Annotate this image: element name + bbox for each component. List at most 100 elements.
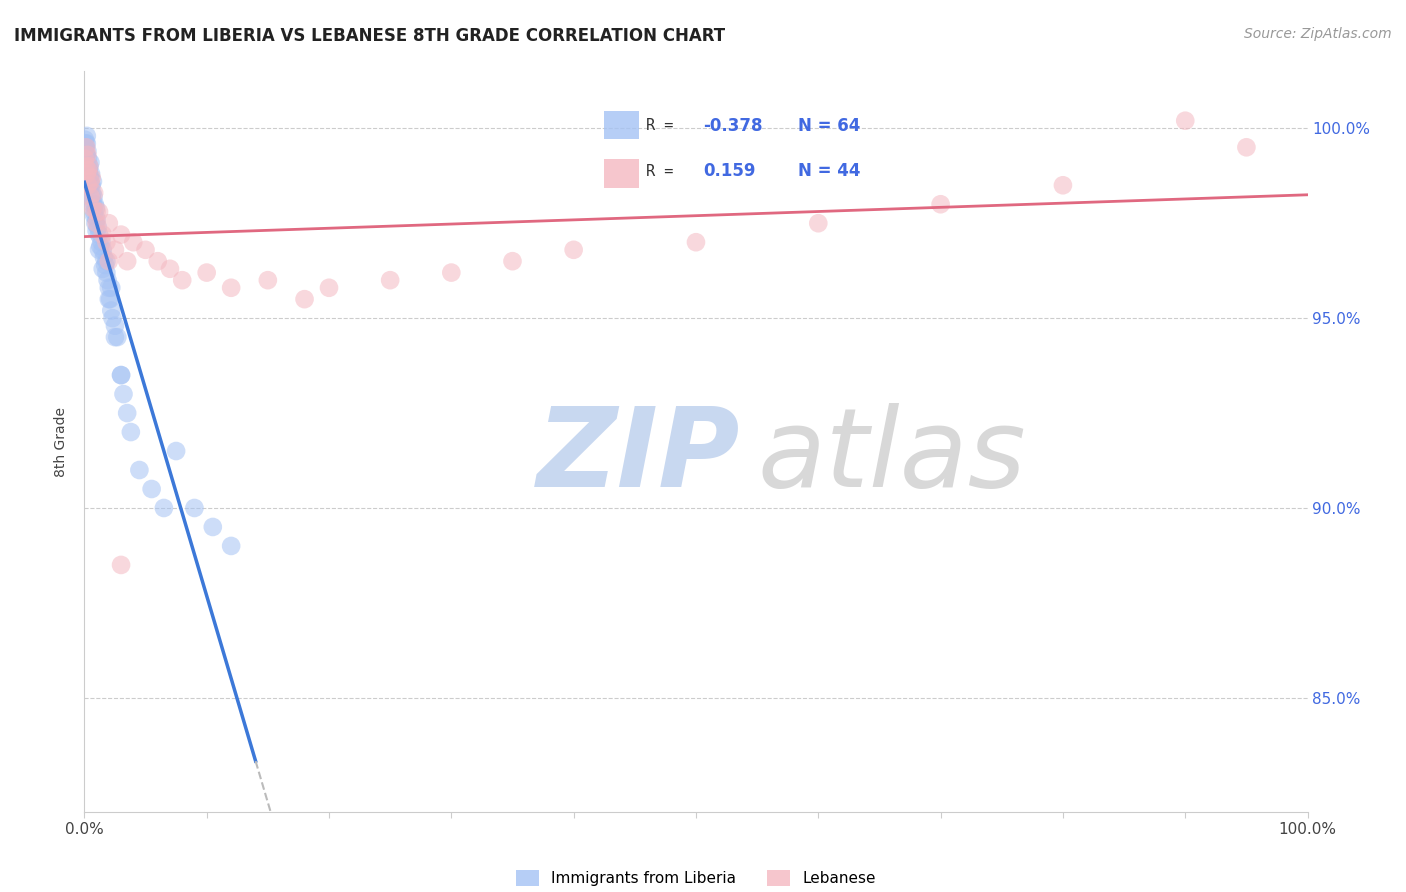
- Point: [110, 368, 132, 383]
- Point: [75, 148, 97, 162]
- Point: [87, 220, 110, 235]
- Point: [77, 159, 100, 173]
- Point: [96, 235, 118, 250]
- Point: [77, 152, 100, 166]
- Point: [141, 482, 163, 496]
- Point: [101, 311, 124, 326]
- Point: [80, 167, 103, 181]
- Point: [97, 292, 120, 306]
- Point: [110, 558, 132, 572]
- Point: [153, 500, 176, 515]
- Point: [77, 163, 100, 178]
- Point: [79, 155, 101, 169]
- Point: [91, 261, 114, 276]
- Legend: Immigrants from Liberia, Lebanese: Immigrants from Liberia, Lebanese: [510, 863, 882, 892]
- Point: [110, 368, 132, 383]
- Point: [110, 227, 132, 242]
- Point: [122, 235, 145, 250]
- Point: [79, 174, 101, 188]
- Point: [105, 330, 128, 344]
- Point: [87, 243, 110, 257]
- Point: [82, 201, 104, 215]
- Point: [86, 212, 108, 227]
- Point: [87, 204, 110, 219]
- Point: [685, 235, 707, 250]
- Point: [77, 178, 100, 193]
- Point: [502, 254, 524, 268]
- Point: [165, 444, 187, 458]
- Point: [76, 128, 98, 143]
- Point: [100, 303, 122, 318]
- Point: [93, 251, 115, 265]
- Point: [201, 520, 224, 534]
- Point: [76, 144, 98, 158]
- Point: [94, 258, 117, 272]
- Point: [89, 239, 111, 253]
- Point: [79, 189, 101, 203]
- Point: [97, 281, 120, 295]
- Point: [159, 261, 181, 276]
- Point: [112, 387, 135, 401]
- Point: [87, 227, 110, 242]
- Point: [195, 266, 218, 280]
- Point: [318, 281, 340, 295]
- Point: [96, 266, 118, 280]
- Point: [97, 273, 120, 287]
- Point: [440, 266, 463, 280]
- Point: [96, 254, 118, 268]
- Point: [75, 140, 97, 154]
- Point: [104, 318, 127, 333]
- Point: [76, 136, 98, 151]
- Point: [76, 167, 98, 181]
- Point: [84, 201, 107, 215]
- Point: [120, 425, 142, 439]
- Point: [83, 197, 105, 211]
- Point: [562, 243, 585, 257]
- Point: [76, 148, 98, 162]
- Point: [115, 406, 138, 420]
- Point: [80, 189, 103, 203]
- Point: [79, 170, 101, 185]
- Point: [84, 216, 107, 230]
- Text: atlas: atlas: [758, 403, 1026, 510]
- Point: [115, 254, 138, 268]
- Text: IMMIGRANTS FROM LIBERIA VS LEBANESE 8TH GRADE CORRELATION CHART: IMMIGRANTS FROM LIBERIA VS LEBANESE 8TH …: [14, 27, 725, 45]
- Point: [86, 216, 108, 230]
- Point: [807, 216, 830, 230]
- Text: Source: ZipAtlas.com: Source: ZipAtlas.com: [1244, 27, 1392, 41]
- Point: [294, 292, 316, 306]
- Point: [80, 170, 103, 185]
- Point: [83, 186, 105, 200]
- Point: [73, 152, 96, 166]
- Point: [104, 330, 127, 344]
- Point: [219, 539, 242, 553]
- Point: [79, 178, 101, 193]
- Point: [82, 186, 104, 200]
- Point: [146, 254, 169, 268]
- Point: [86, 224, 108, 238]
- Point: [75, 159, 97, 173]
- Point: [91, 243, 114, 257]
- Point: [183, 500, 205, 515]
- Point: [1174, 113, 1197, 128]
- Y-axis label: 8th Grade: 8th Grade: [55, 407, 69, 476]
- Point: [73, 140, 96, 154]
- Text: ZIP: ZIP: [537, 403, 741, 510]
- Point: [104, 243, 127, 257]
- Point: [219, 281, 242, 295]
- Point: [75, 148, 97, 162]
- Point: [73, 133, 96, 147]
- Point: [98, 292, 121, 306]
- Point: [135, 243, 157, 257]
- Point: [172, 273, 194, 287]
- Point: [929, 197, 952, 211]
- Point: [77, 159, 100, 173]
- Point: [1236, 140, 1258, 154]
- Point: [91, 227, 114, 242]
- Point: [75, 136, 97, 151]
- Point: [90, 235, 112, 250]
- Point: [380, 273, 402, 287]
- Point: [75, 140, 97, 154]
- Point: [86, 204, 108, 219]
- Point: [77, 159, 100, 173]
